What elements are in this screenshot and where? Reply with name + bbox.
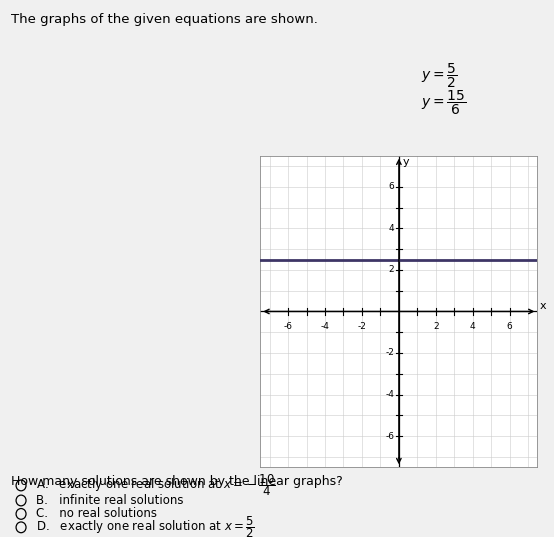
Text: The graphs of the given equations are shown.: The graphs of the given equations are sh… [11,13,318,26]
Text: -6: -6 [284,322,293,331]
Text: How many solutions are shown by the linear graphs?: How many solutions are shown by the line… [11,475,343,488]
Text: 2: 2 [389,265,394,274]
Text: -2: -2 [357,322,366,331]
Text: 2: 2 [433,322,439,331]
Text: x: x [539,301,546,311]
Text: A.   exactly one real solution at $x = -\dfrac{10}{4}$: A. exactly one real solution at $x = -\d… [36,473,276,498]
Text: B.   infinite real solutions: B. infinite real solutions [36,494,183,507]
Text: -4: -4 [386,390,394,399]
Text: 4: 4 [470,322,475,331]
Text: $y = \dfrac{5}{2}$: $y = \dfrac{5}{2}$ [421,62,458,90]
Text: 4: 4 [389,224,394,233]
Text: C.   no real solutions: C. no real solutions [36,507,157,520]
Text: -6: -6 [385,432,394,440]
Text: 6: 6 [507,322,512,331]
Text: y: y [403,157,409,167]
Text: -2: -2 [386,349,394,358]
Text: -4: -4 [321,322,330,331]
Text: D.   exactly one real solution at $x = \dfrac{5}{2}$: D. exactly one real solution at $x = \df… [36,514,255,537]
Text: 6: 6 [388,183,394,191]
Text: $y = \dfrac{15}{6}$: $y = \dfrac{15}{6}$ [421,89,466,117]
